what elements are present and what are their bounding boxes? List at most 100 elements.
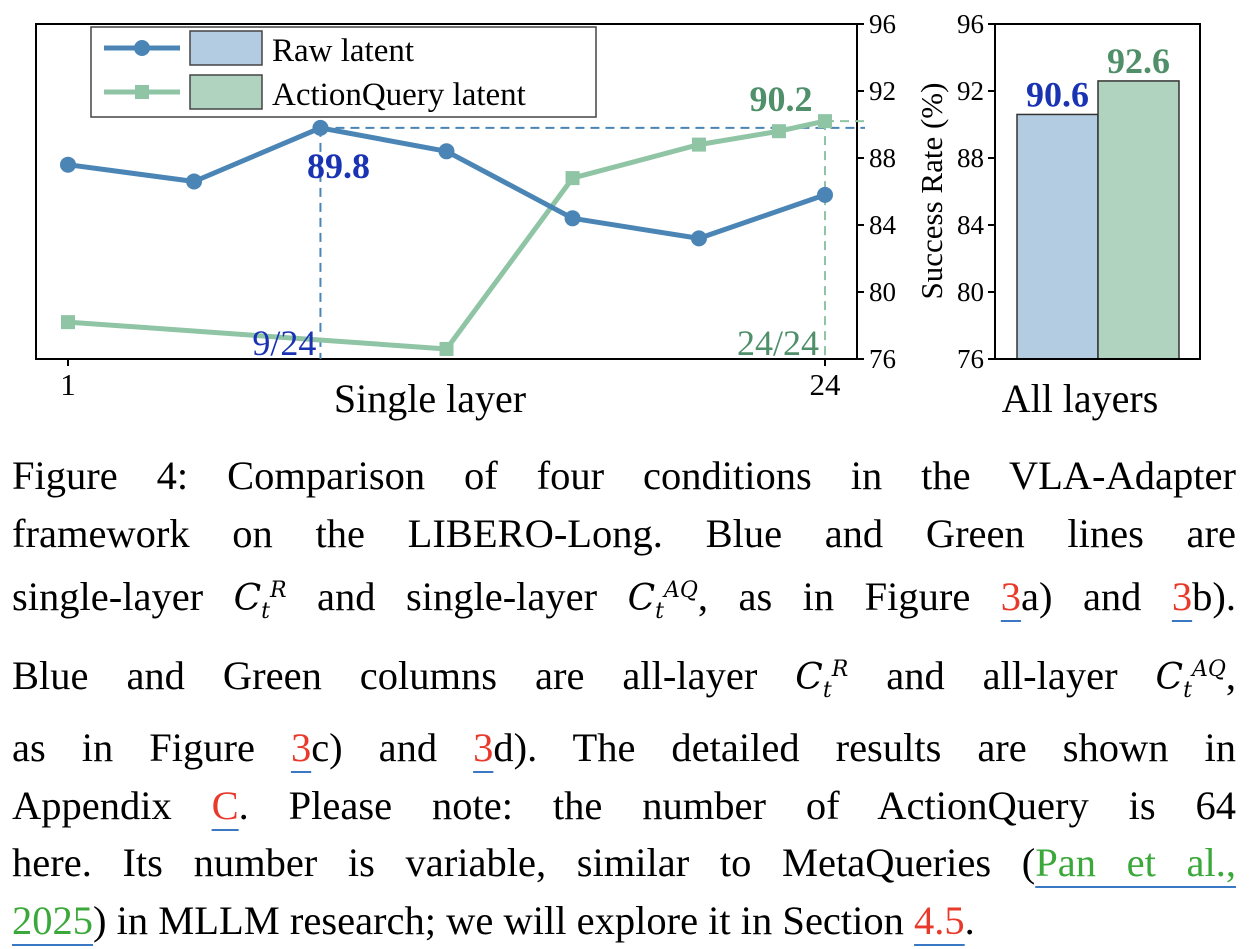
caption-line: 2025) in MLLM research; we will explore … [12,892,1236,949]
caption-text: Figure 4: Comparison of four conditions … [12,453,1236,498]
caption-text: a) and [1021,574,1172,619]
y-tick-label: 96 [869,9,896,39]
caption-text: , [1225,652,1236,698]
math-subscript: t [655,599,664,625]
caption-text: here. Its number is variable, similar to… [12,840,1036,886]
data-point-raw-latent [690,230,707,247]
bars [1016,80,1180,360]
y-tick-label: 80 [869,277,896,307]
annotation-actionquery-layer-fraction: 24/24 [737,323,819,363]
cross-reference-link[interactable]: 3 [290,725,312,771]
data-point-actionquery-latent [691,137,706,152]
bar-value-label: 90.6 [1026,74,1089,114]
y-tick-label: 80 [957,277,984,307]
math-superscript: R [270,578,287,603]
data-point-raw-latent [186,173,203,190]
y-tick-label: 92 [957,76,984,106]
caption-text: Blue and Green columns are all-layer [12,652,796,698]
line-chart-single-layer: 89.8 90.2 9/24 24/24 76 80 84 88 92 96 Success Ra… [35,9,949,421]
math-base: C [233,578,262,619]
caption-text: and single-layer [286,574,628,619]
figure-4-charts: 89.8 90.2 9/24 24/24 76 80 84 88 92 96 Success Ra… [35,9,1201,421]
bar-value-labels: 90.6 92.6 [1026,41,1170,115]
cross-reference-link[interactable]: 4.5 [914,897,965,943]
y-axis-label: Success Rate (%) [914,83,949,300]
line-chart-y-axis: 76 80 84 88 92 96 Success Rate (%) [857,9,949,374]
legend-label-actionquery-latent: ActionQuery latent [272,77,526,113]
bar-chart-x-axis: All layers [1002,376,1159,421]
math-base: C [627,578,656,619]
y-tick-label: 88 [869,143,896,173]
caption-text: framework on the LIBERO-Long. Blue and G… [12,510,1236,556]
caption-text: . Please note: the number of ActionQuery… [238,782,1236,828]
annotation-actionquery-peak-value: 90.2 [750,79,813,119]
y-tick-label: 96 [957,9,984,39]
annotation-raw-peak-value: 89.8 [307,146,370,186]
citation-link[interactable]: Pan et al., [1035,840,1236,886]
caption-text: , as in Figure [697,574,1001,619]
citation-link[interactable]: 2025 [12,897,93,943]
math-subscript: t [1183,677,1192,703]
caption-line: as in Figure 3c) and 3d). The detailed r… [12,719,1236,777]
caption-text: ) in MLLM research; we will explore it i… [93,897,915,943]
caption-line: Figure 4: Comparison of four conditions … [12,447,1236,505]
bar-chart-all-layers: 76 80 84 88 92 96 90.6 92.6 All layers [957,9,1201,421]
y-tick-label: 76 [957,344,984,374]
caption-line: single-layer CtR and single-layer CtAQ, … [12,562,1236,641]
legend-patch-raw-latent [189,30,263,66]
data-point-raw-latent [60,156,76,173]
data-point-raw-latent [564,210,581,227]
line-chart-frame [35,23,858,360]
data-point-actionquery-latent [439,341,454,356]
cross-reference-link[interactable]: C [211,782,239,828]
legend-marker-actionquery-latent [135,85,149,99]
bar-chart-y-axis: 76 80 84 88 92 96 [957,9,995,374]
math-base: C [1155,656,1184,698]
x-axis-label: All layers [1002,376,1159,421]
math-symbol: CtAQ [1155,656,1226,703]
caption-line: Blue and Green columns are all-layer CtR… [12,641,1236,720]
caption-text: single-layer [12,574,234,619]
bar-value-label: 92.6 [1107,41,1170,81]
math-symbol: CtAQ [627,578,698,624]
bar-chart-frame [994,23,1201,360]
line-chart-x-axis: 1 24 Single layer [60,359,841,421]
data-point-raw-latent [438,143,455,160]
y-tick-label: 88 [957,143,984,173]
caption-text: d). The detailed results are shown in [493,725,1236,771]
y-tick-label: 76 [869,344,896,374]
data-point-actionquery-latent [61,315,75,330]
x-axis-label: Single layer [334,376,526,421]
math-subscript: t [261,599,271,625]
caption-text: . [964,897,975,943]
bar-actionquery-latent [1097,80,1180,360]
data-point-actionquery-latent [565,171,580,186]
caption-line: here. Its number is variable, similar to… [12,834,1236,892]
line-annotations: 89.8 90.2 9/24 24/24 [252,79,819,363]
caption-line: Appendix C. Please note: the number of A… [12,777,1236,835]
data-point-raw-latent [817,186,833,203]
math-base: C [795,656,823,698]
annotation-raw-layer-fraction: 9/24 [252,323,316,363]
cross-reference-link[interactable]: 3 [473,725,494,771]
data-point-raw-latent [312,119,329,136]
cross-reference-link[interactable]: 3 [1000,574,1022,619]
y-tick-label: 84 [957,210,985,240]
caption-line: framework on the LIBERO-Long. Blue and G… [12,505,1236,563]
series-markers [60,114,833,356]
data-point-actionquery-latent [771,124,786,139]
legend-patch-actionquery-latent [189,74,263,110]
x-tick-label: 1 [60,367,76,402]
math-superscript: AQ [663,578,698,603]
legend-box [90,26,597,118]
caption-text: Appendix [12,782,212,828]
cross-reference-link[interactable]: 3 [1171,574,1193,619]
data-point-actionquery-latent [818,114,832,129]
math-subscript: t [822,677,832,703]
y-tick-label: 92 [869,76,896,106]
legend-label-raw-latent: Raw latent [272,33,414,69]
series-line-actionquery-latent [67,118,826,352]
legend-marker-raw-latent [134,40,150,56]
math-symbol: CtR [795,656,848,703]
x-tick-label: 24 [810,367,842,402]
